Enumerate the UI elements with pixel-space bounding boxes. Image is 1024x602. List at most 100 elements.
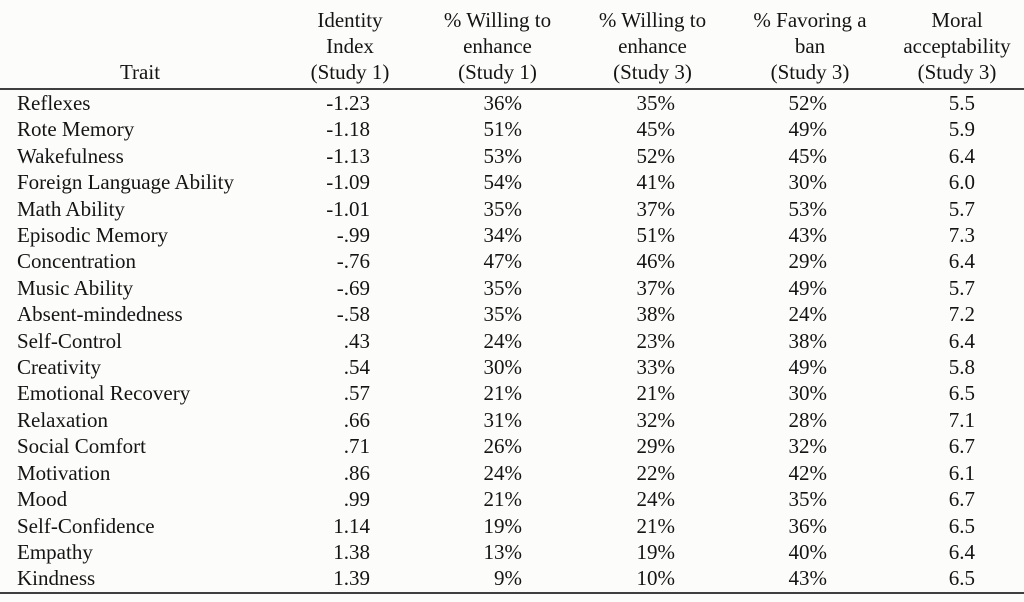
cell-moral-acceptability-study3: 6.1 xyxy=(948,460,975,485)
table-row: Relaxation .66 31% 32% 28% 7.1 xyxy=(0,407,1024,433)
cell-trait: Foreign Language Ability xyxy=(17,170,234,195)
table-row: Rote Memory -1.18 51% 45% 49% 5.9 xyxy=(0,116,1024,142)
cell-willing-enhance-study1: 21% xyxy=(483,487,523,512)
table-row: Kindness 1.39 9% 10% 43% 6.5 xyxy=(0,565,1024,594)
cell-identity-index-study1: -1.18 xyxy=(326,117,370,142)
cell-moral-acceptability-study3: 7.1 xyxy=(948,407,975,432)
cell-favoring-ban-study3: 28% xyxy=(788,407,828,432)
cell-identity-index-study1: 1.39 xyxy=(280,565,420,594)
cell-moral-acceptability-study3: 6.5 xyxy=(948,381,975,406)
cell-favoring-ban-study3: 30% xyxy=(788,170,828,195)
cell-willing-enhance-study3: 37% xyxy=(636,196,676,221)
cell-trait: Wakefulness xyxy=(17,143,124,168)
cell-favoring-ban-study3: 43% xyxy=(730,565,890,594)
cell-willing-enhance-study3: 33% xyxy=(636,355,676,380)
cell-trait: Self-Control xyxy=(17,328,122,353)
table-row: Self-Confidence 1.14 19% 21% 36% 6.5 xyxy=(0,513,1024,539)
table-row: Music Ability -.69 35% 37% 49% 5.7 xyxy=(0,275,1024,301)
cell-trait: Relaxation xyxy=(17,407,108,432)
cell-trait: Emotional Recovery xyxy=(17,381,191,406)
cell-moral-acceptability-study3: 5.7 xyxy=(948,275,975,300)
cell-moral-acceptability-study3: 6.5 xyxy=(890,565,1024,594)
cell-moral-acceptability-study3: 6.7 xyxy=(948,434,975,459)
table-row: Foreign Language Ability -1.09 54% 41% 30% 6.… xyxy=(0,169,1024,195)
cell-willing-enhance-study1: 19% xyxy=(483,513,523,538)
cell-identity-index-study1: -1.23 xyxy=(326,91,370,115)
cell-identity-index-study1: .71 xyxy=(343,434,370,459)
cell-willing-enhance-study1: 35% xyxy=(483,275,523,300)
cell-identity-index-study1: .86 xyxy=(343,460,370,485)
cell-willing-enhance-study3: 51% xyxy=(636,223,676,248)
cell-willing-enhance-study3: 29% xyxy=(636,434,676,459)
cell-willing-enhance-study3: 19% xyxy=(636,539,676,564)
cell-willing-enhance-study3: 52% xyxy=(636,143,676,168)
cell-willing-enhance-study3: 37% xyxy=(636,275,676,300)
cell-favoring-ban-study3: 52% xyxy=(788,91,828,115)
cell-favoring-ban-study3: 36% xyxy=(788,513,828,538)
cell-willing-enhance-study3: 32% xyxy=(636,407,676,432)
cell-identity-index-study1: -1.01 xyxy=(326,196,370,221)
header-row: Trait Identity Index (Study 1)% Willing t… xyxy=(0,0,1024,90)
cell-moral-acceptability-study3: 6.4 xyxy=(948,249,975,274)
cell-willing-enhance-study1: 24% xyxy=(483,460,523,485)
cell-identity-index-study1: .66 xyxy=(343,407,370,432)
cell-moral-acceptability-study3: 7.3 xyxy=(948,223,975,248)
cell-moral-acceptability-study3: 7.2 xyxy=(948,302,975,327)
cell-moral-acceptability-study3: 6.7 xyxy=(948,487,975,512)
cell-trait: Concentration xyxy=(17,249,136,274)
cell-trait: Music Ability xyxy=(17,275,134,300)
cell-identity-index-study1: .99 xyxy=(343,487,370,512)
cell-willing-enhance-study1: 51% xyxy=(483,117,523,142)
cell-favoring-ban-study3: 49% xyxy=(788,355,828,380)
cell-identity-index-study1: -.99 xyxy=(336,223,370,248)
cell-willing-enhance-study3: 23% xyxy=(636,328,676,353)
table-header: Trait Identity Index (Study 1)% Willing t… xyxy=(0,0,1024,90)
cell-moral-acceptability-study3: 5.8 xyxy=(948,355,975,380)
cell-trait: Empathy xyxy=(17,539,93,564)
cell-identity-index-study1: .57 xyxy=(343,381,370,406)
cell-identity-index-study1: -.58 xyxy=(336,302,370,327)
cell-willing-enhance-study3: 46% xyxy=(636,249,676,274)
cell-willing-enhance-study1: 30% xyxy=(483,355,523,380)
table-row: Math Ability -1.01 35% 37% 53% 5.7 xyxy=(0,196,1024,222)
cell-favoring-ban-study3: 29% xyxy=(788,249,828,274)
cell-moral-acceptability-study3: 5.5 xyxy=(948,91,975,115)
table-row: Mood .99 21% 24% 35% 6.7 xyxy=(0,486,1024,512)
cell-willing-enhance-study3: 35% xyxy=(636,91,676,115)
cell-willing-enhance-study3: 10% xyxy=(575,565,730,594)
cell-willing-enhance-study1: 9% xyxy=(420,565,575,594)
table-row: Self-Control .43 24% 23% 38% 6.4 xyxy=(0,328,1024,354)
cell-identity-index-study1: .43 xyxy=(343,328,370,353)
cell-willing-enhance-study1: 54% xyxy=(483,170,523,195)
cell-favoring-ban-study3: 38% xyxy=(788,328,828,353)
column-header-willing-enhance-study1: % Willing to enhance (Study 1) xyxy=(420,0,575,90)
cell-trait: Reflexes xyxy=(17,91,91,115)
column-header-favoring-ban-study3: % Favoring a ban (Study 3) xyxy=(730,0,890,90)
table-row: Reflexes -1.23 36% 35% 52% 5.5 xyxy=(0,89,1024,116)
cell-trait: Episodic Memory xyxy=(17,223,169,248)
cell-identity-index-study1: -1.09 xyxy=(326,170,370,195)
cell-willing-enhance-study1: 35% xyxy=(483,196,523,221)
cell-willing-enhance-study1: 36% xyxy=(483,91,523,115)
cell-favoring-ban-study3: 32% xyxy=(788,434,828,459)
table-row: Emotional Recovery .57 21% 21% 30% 6.5 xyxy=(0,380,1024,406)
cell-trait: Math Ability xyxy=(17,196,125,221)
cell-trait: Mood xyxy=(17,487,68,512)
cell-willing-enhance-study1: 24% xyxy=(483,328,523,353)
cell-favoring-ban-study3: 35% xyxy=(788,487,828,512)
table-row: Episodic Memory -.99 34% 51% 43% 7.3 xyxy=(0,222,1024,248)
cell-identity-index-study1: 1.14 xyxy=(333,513,370,538)
cell-trait: Self-Confidence xyxy=(17,513,155,538)
cell-willing-enhance-study1: 21% xyxy=(483,381,523,406)
cell-favoring-ban-study3: 40% xyxy=(788,539,828,564)
cell-willing-enhance-study1: 53% xyxy=(483,143,523,168)
cell-favoring-ban-study3: 42% xyxy=(788,460,828,485)
cell-identity-index-study1: -.69 xyxy=(336,275,370,300)
cell-willing-enhance-study3: 21% xyxy=(636,381,676,406)
cell-trait: Kindness xyxy=(0,565,280,594)
cell-favoring-ban-study3: 53% xyxy=(788,196,828,221)
column-header-trait: Trait xyxy=(0,0,280,90)
table-body: Reflexes -1.23 36% 35% 52% 5.5 Rote Memory -1.1… xyxy=(0,89,1024,594)
